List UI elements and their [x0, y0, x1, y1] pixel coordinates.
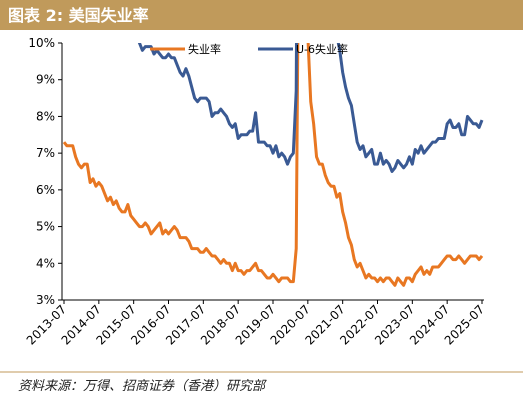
series-line	[62, 43, 484, 287]
y-tick-label: 9%	[36, 73, 55, 87]
legend-label: U-6失业率	[296, 42, 348, 56]
header-bar	[0, 0, 523, 30]
series-line	[137, 43, 484, 173]
y-tick-label: 8%	[36, 109, 55, 123]
y-tick-label: 3%	[36, 293, 55, 307]
y-tick-label: 5%	[36, 220, 55, 234]
header-title: 图表 2: 美国失业率	[8, 6, 149, 25]
y-tick-label: 7%	[36, 146, 55, 160]
y-tick-label: 4%	[36, 256, 55, 270]
legend-label: 失业率	[188, 42, 221, 56]
y-tick-label: 10%	[28, 36, 55, 50]
source-note: 资料来源：万得、招商证券（香港）研究部	[18, 378, 267, 394]
y-tick-label: 6%	[36, 183, 55, 197]
